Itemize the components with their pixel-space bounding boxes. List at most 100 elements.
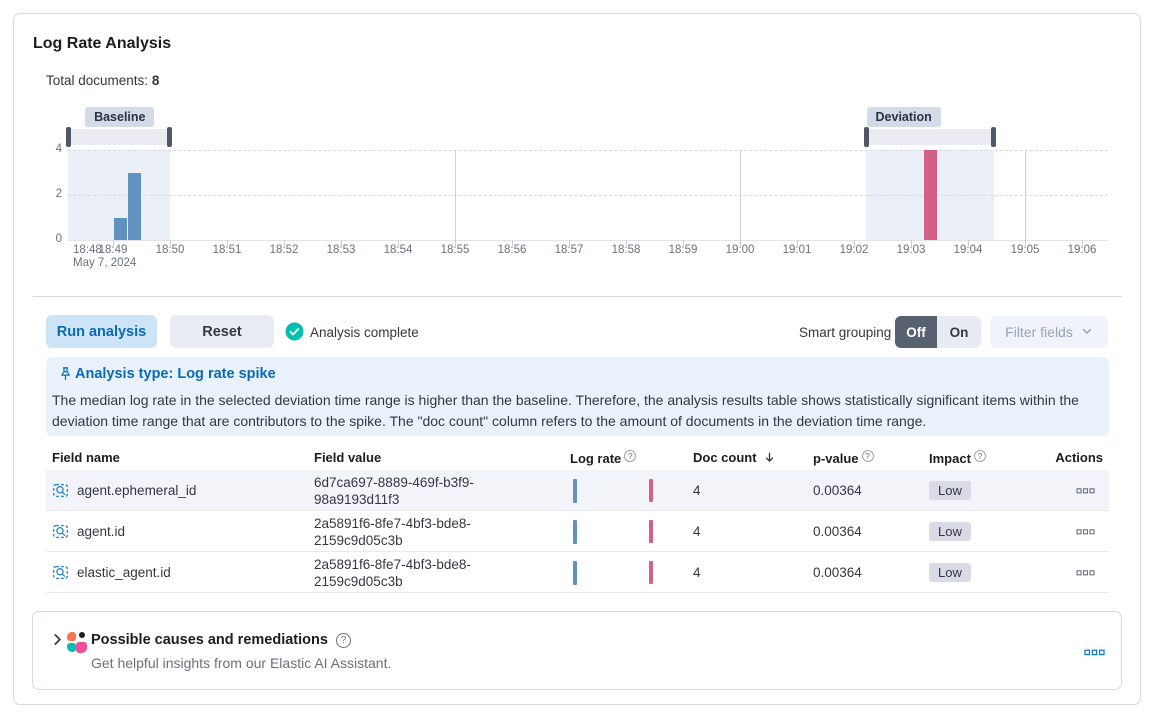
x-axis-label: 19:04 (953, 244, 983, 256)
column-header-log_rate[interactable]: Log rate? (570, 450, 689, 466)
field-name-cell: agent.id (52, 511, 310, 552)
x-axis-tick (284, 240, 285, 246)
x-axis-tick (113, 240, 114, 246)
column-header-field_value[interactable]: Field value (314, 450, 566, 465)
field-value-text: 6d7ca697-8889-469f-b3f9-98a9193d11f3 (314, 474, 474, 507)
x-axis-tick (683, 240, 684, 246)
baseline-brush-right-handle[interactable] (167, 127, 172, 147)
x-axis-label: 18:59 (668, 244, 698, 256)
row-actions-button[interactable] (1074, 481, 1097, 500)
field-stats-icon[interactable] (52, 564, 69, 581)
baseline-brush[interactable] (67, 129, 170, 145)
chevron-right-icon[interactable] (51, 633, 64, 651)
field-value-cell: 2a5891f6-8fe7-4bf3-bde8-2159c9d05c3b (314, 511, 566, 552)
section-divider (33, 296, 1122, 297)
impact-badge: Low (929, 563, 971, 582)
actions-cell (1052, 552, 1103, 593)
smart-grouping-toggle: Off On (895, 316, 981, 348)
x-axis-line (68, 240, 1108, 241)
x-axis-label: 18:49 (98, 244, 128, 256)
smart-grouping-off-button[interactable]: Off (895, 316, 937, 348)
total-documents-value: 8 (151, 73, 160, 88)
x-axis-tick (170, 240, 171, 246)
column-header-label: Field value (314, 450, 382, 465)
callout-title: Analysis type: Log rate spike (75, 366, 276, 382)
reset-button[interactable]: Reset (170, 315, 274, 348)
log-rate-deviation-bar (649, 520, 653, 544)
x-axis-tick (740, 240, 741, 246)
x-axis-label: 18:53 (326, 244, 356, 256)
smart-grouping-label: Smart grouping (799, 325, 892, 340)
deviation-brush[interactable] (865, 129, 995, 145)
deviation-badge: Deviation (866, 107, 941, 127)
x-axis-tick (455, 240, 456, 246)
x-gridline (1025, 150, 1026, 240)
table-row: agent.ephemeral_id 6d7ca697-8889-469f-b3f… (46, 470, 1109, 511)
footer-actions-icon[interactable] (1084, 644, 1105, 662)
x-axis-tick (854, 240, 855, 246)
deviation-brush-left-handle[interactable] (863, 127, 869, 147)
baseline-bar (127, 172, 141, 240)
table-row: elastic_agent.id 2a5891f6-8fe7-4bf3-bde8-… (46, 552, 1109, 593)
deviation-bar (924, 150, 938, 240)
possible-causes-panel[interactable]: Possible causes and remediations ? Get h… (32, 611, 1122, 690)
log-rate-baseline-bar (573, 520, 577, 544)
x-axis-date-label: May 7, 2024 (73, 257, 137, 269)
total-documents: Total documents: 8 (46, 73, 159, 88)
log-rate-baseline-bar (573, 561, 577, 585)
impact-cell: Low (929, 552, 1058, 593)
field-stats-icon[interactable] (52, 482, 69, 499)
analysis-type-callout: Analysis type: Log rate spike The median… (46, 357, 1109, 436)
x-axis-label: 18:54 (383, 244, 413, 256)
row-actions-button[interactable] (1074, 522, 1097, 541)
x-axis-label: 18:48 (73, 244, 102, 256)
column-header-label: Actions (1055, 450, 1103, 465)
row-actions-button[interactable] (1074, 563, 1097, 582)
pin-icon (58, 366, 73, 387)
impact-cell: Low (929, 470, 1058, 511)
deviation-brush-right-handle[interactable] (991, 127, 997, 147)
sort-desc-icon[interactable] (763, 452, 776, 467)
x-axis-label: 18:55 (440, 244, 470, 256)
x-gridline (740, 150, 741, 240)
y-axis-label: 0 (55, 233, 62, 245)
x-axis-label: 18:58 (611, 244, 641, 256)
y-gridline (68, 195, 1108, 196)
column-header-actions[interactable]: Actions (1052, 450, 1103, 465)
impact-badge: Low (929, 481, 971, 500)
smart-grouping-on-button[interactable]: On (937, 316, 981, 348)
column-header-label: Impact (929, 451, 971, 466)
field-name-text: agent.ephemeral_id (77, 483, 197, 498)
check-circle-icon (285, 322, 304, 341)
doc-count-cell: 4 (693, 524, 701, 539)
column-header-impact[interactable]: Impact? (929, 450, 1058, 466)
actions-cell (1052, 511, 1103, 552)
baseline-brush-left-handle[interactable] (65, 127, 71, 147)
x-axis-label: 19:00 (725, 244, 755, 256)
x-axis-tick (626, 240, 627, 246)
filter-fields-button[interactable]: Filter fields (990, 316, 1108, 348)
x-axis-tick (911, 240, 912, 246)
x-axis-tick (1082, 240, 1083, 246)
impact-cell: Low (929, 511, 1058, 552)
x-axis-tick (512, 240, 513, 246)
x-axis-tick (968, 240, 969, 246)
x-axis-label: 18:51 (212, 244, 242, 256)
x-axis-label: 18:57 (554, 244, 584, 256)
x-axis-label: 18:56 (497, 244, 527, 256)
x-axis-label: 19:05 (1010, 244, 1040, 256)
column-header-field_name[interactable]: Field name (52, 450, 310, 465)
p-value-cell: 0.00364 (813, 524, 862, 539)
column-header-label: Doc count (693, 450, 757, 465)
log-rate-deviation-bar (649, 479, 653, 503)
run-analysis-button[interactable]: Run analysis (46, 315, 157, 348)
column-header-doc_count[interactable]: Doc count (693, 450, 809, 467)
total-documents-label: Total documents: (46, 73, 149, 88)
callout-body: The median log rate in the selected devi… (52, 392, 1079, 429)
column-header-p_value[interactable]: p-value? (813, 450, 925, 466)
log-rate-baseline-bar (573, 479, 577, 503)
x-gridline (455, 150, 456, 240)
field-stats-icon[interactable] (52, 523, 69, 540)
y-axis-label: 2 (55, 188, 62, 200)
